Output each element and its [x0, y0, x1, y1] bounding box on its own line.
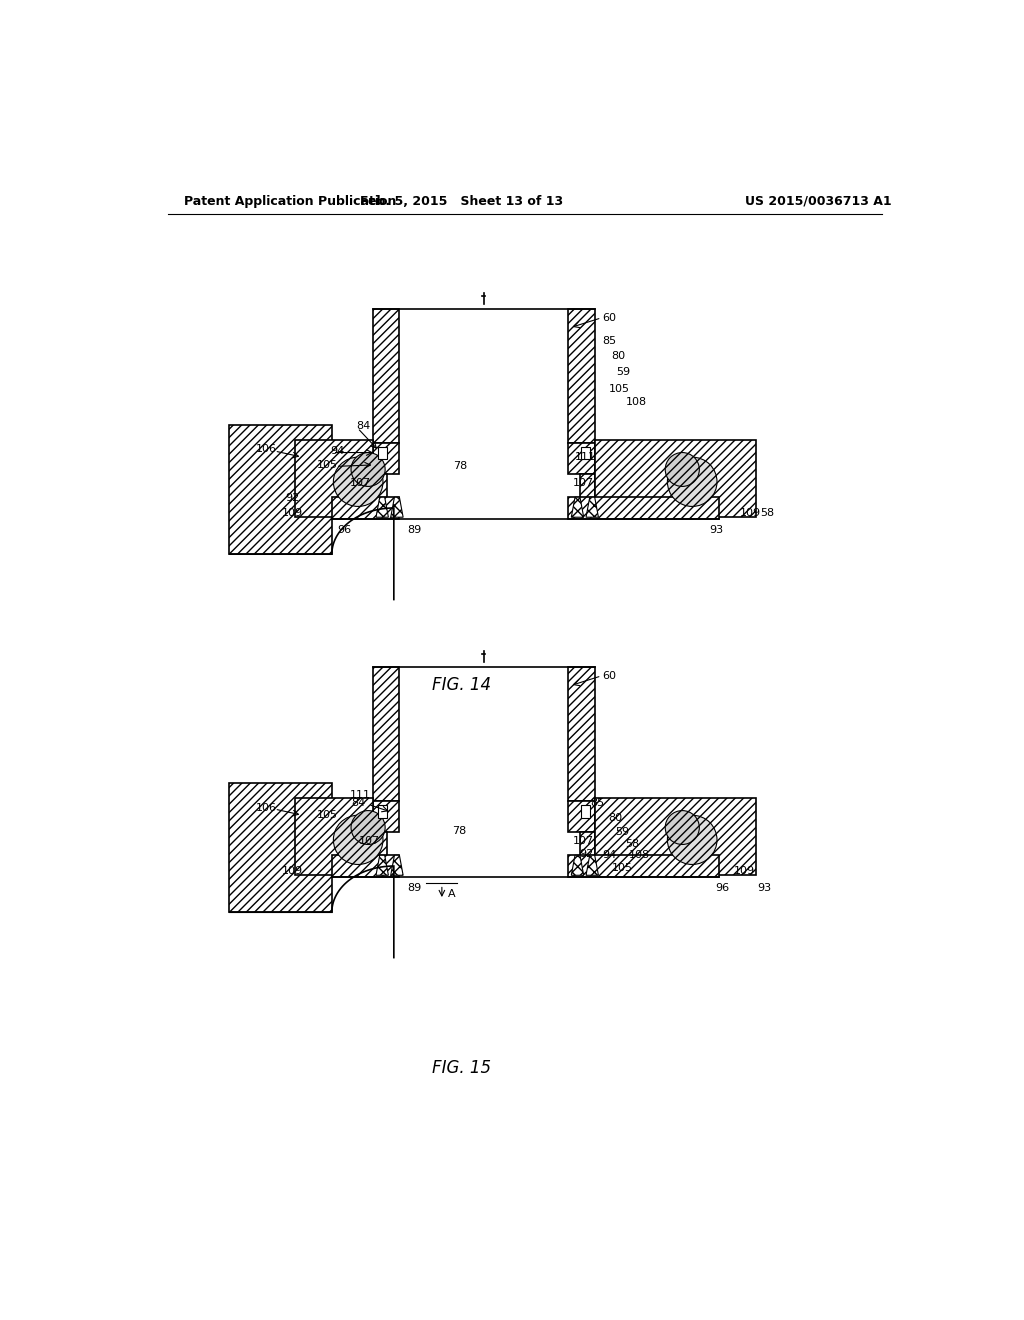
Bar: [568, 498, 719, 519]
Bar: [595, 799, 756, 875]
Text: 107: 107: [572, 478, 594, 488]
Bar: [568, 444, 595, 474]
Circle shape: [334, 816, 383, 865]
Bar: [568, 309, 595, 444]
Text: 111: 111: [349, 791, 371, 800]
Bar: [228, 425, 332, 554]
Text: 106: 106: [256, 803, 276, 813]
Text: 78: 78: [452, 825, 466, 836]
Text: Feb. 5, 2015   Sheet 13 of 13: Feb. 5, 2015 Sheet 13 of 13: [359, 194, 563, 207]
Circle shape: [351, 810, 385, 845]
Polygon shape: [571, 498, 584, 517]
Bar: [373, 444, 399, 474]
Text: 80: 80: [608, 813, 623, 824]
Bar: [595, 441, 756, 517]
Text: 85: 85: [591, 797, 605, 808]
Bar: [378, 805, 387, 817]
Bar: [332, 855, 399, 876]
Bar: [373, 474, 387, 499]
Text: 111: 111: [574, 453, 595, 462]
Text: 105: 105: [317, 810, 338, 820]
Text: 94: 94: [331, 446, 344, 455]
Text: FIG. 14: FIG. 14: [432, 676, 490, 694]
Bar: [295, 441, 373, 517]
Text: A: A: [449, 888, 456, 899]
Bar: [295, 799, 373, 875]
Bar: [373, 309, 399, 444]
Text: 59: 59: [614, 828, 629, 837]
Text: 96: 96: [716, 883, 729, 894]
Text: 92: 92: [286, 492, 300, 503]
Text: 85: 85: [602, 335, 616, 346]
Text: 78: 78: [454, 462, 468, 471]
Text: 60: 60: [602, 313, 616, 323]
Bar: [373, 801, 399, 832]
Text: 105: 105: [611, 862, 633, 873]
Text: 58: 58: [626, 840, 640, 850]
Bar: [581, 805, 590, 817]
Text: 106: 106: [256, 445, 276, 454]
Text: 107: 107: [572, 837, 594, 846]
Text: 107: 107: [359, 837, 380, 846]
Text: 108: 108: [629, 850, 650, 861]
Text: 109: 109: [734, 866, 755, 876]
Text: 89: 89: [407, 525, 421, 536]
Bar: [568, 855, 719, 876]
Text: 80: 80: [611, 351, 626, 362]
Text: 92: 92: [579, 849, 593, 859]
Text: 60: 60: [602, 671, 616, 681]
Polygon shape: [586, 498, 598, 517]
Bar: [332, 498, 399, 519]
Circle shape: [666, 810, 699, 845]
Polygon shape: [376, 498, 388, 517]
Polygon shape: [376, 855, 388, 875]
Text: 105: 105: [317, 459, 338, 470]
Circle shape: [666, 453, 699, 487]
Polygon shape: [586, 855, 598, 875]
Circle shape: [334, 457, 383, 507]
Text: 59: 59: [616, 367, 631, 376]
Text: 105: 105: [608, 384, 630, 393]
Bar: [580, 832, 595, 857]
Text: 109: 109: [283, 508, 303, 517]
Circle shape: [668, 457, 717, 507]
Text: 96: 96: [337, 525, 351, 536]
Circle shape: [351, 453, 385, 487]
Text: 109: 109: [740, 508, 762, 519]
Bar: [373, 667, 399, 801]
Bar: [581, 447, 590, 459]
Bar: [580, 474, 595, 499]
Text: 89: 89: [407, 883, 421, 894]
Bar: [373, 832, 387, 857]
Text: Patent Application Publication: Patent Application Publication: [183, 194, 396, 207]
Circle shape: [668, 816, 717, 865]
Bar: [568, 667, 595, 801]
Text: 94: 94: [602, 850, 616, 861]
Polygon shape: [571, 855, 584, 875]
Polygon shape: [391, 498, 403, 517]
Bar: [568, 801, 595, 832]
Text: 93: 93: [710, 525, 723, 536]
Text: 109: 109: [283, 866, 303, 875]
Polygon shape: [391, 855, 403, 875]
Bar: [378, 447, 387, 459]
Text: FIG. 15: FIG. 15: [432, 1059, 490, 1077]
Text: 93: 93: [758, 883, 771, 894]
Bar: [228, 783, 332, 912]
Text: US 2015/0036713 A1: US 2015/0036713 A1: [745, 194, 892, 207]
Text: 58: 58: [761, 508, 774, 519]
Text: 84: 84: [351, 797, 366, 808]
Text: 108: 108: [626, 397, 647, 408]
Text: 107: 107: [349, 478, 371, 488]
Text: 84: 84: [356, 421, 370, 432]
